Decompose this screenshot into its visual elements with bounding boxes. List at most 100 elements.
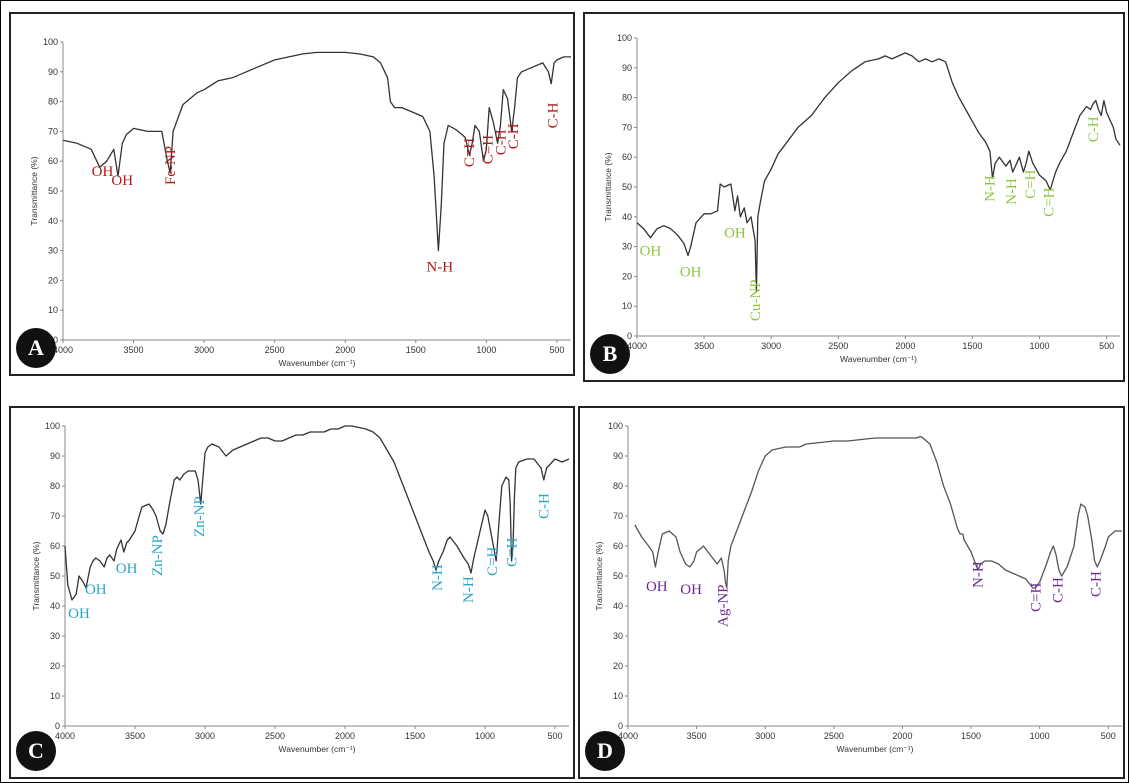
x-tick-label: 500 [1099, 341, 1114, 351]
y-tick-label: 20 [613, 661, 623, 671]
y-tick-label: 20 [622, 271, 632, 281]
x-tick-label: 2500 [824, 731, 844, 741]
peak-label: OH [85, 582, 107, 598]
y-tick-label: 90 [48, 67, 58, 77]
y-tick-label: 60 [622, 152, 632, 162]
y-tick-label: 60 [613, 541, 623, 551]
peak-label: C=H [1028, 583, 1044, 612]
x-tick-label: 500 [547, 731, 562, 741]
peak-label: C=H [485, 547, 501, 576]
y-tick-label: 90 [613, 451, 623, 461]
x-axis-label: Wavenumber (cm⁻¹) [279, 744, 356, 754]
panel-c-badge: C [16, 731, 56, 771]
peak-label: Zn-NP [150, 535, 166, 576]
peak-label: C=H [1042, 187, 1058, 216]
ftir-chart-b: 0 10 20 30 40 50 60 70 80 90 100 4000 3500 3000 2500 20… [603, 33, 1121, 364]
y-tick-label: 50 [622, 182, 632, 192]
ftir-chart-a: 0 10 20 30 40 50 60 70 80 90 100 4000 3500 3000 2500 20… [29, 37, 571, 368]
y-tick-label: 90 [50, 451, 60, 461]
panel-d-badge: D [585, 731, 625, 771]
peak-label: Zn-NP [192, 496, 208, 537]
peak-label: OH [111, 173, 133, 189]
y-tick-label: 50 [613, 571, 623, 581]
x-tick-label: 4000 [618, 731, 638, 741]
y-tick-label: 30 [48, 246, 58, 256]
x-tick-label: 2500 [265, 731, 285, 741]
x-tick-label: 3500 [687, 731, 707, 741]
panel-d: 0 10 20 30 40 50 60 70 80 90 100 4000 3500 3000 2500 20… [578, 406, 1125, 779]
x-tick-label: 3000 [195, 731, 215, 741]
y-axis-label: Transmittance (%) [594, 541, 604, 610]
x-tick-label: 1000 [1030, 731, 1050, 741]
y-tick-label: 40 [622, 212, 632, 222]
peak-label: OH [68, 606, 90, 622]
x-tick-label: 1500 [962, 341, 982, 351]
peak-label: C-H [546, 102, 562, 128]
y-tick-label: 20 [50, 661, 60, 671]
y-tick-label: 100 [45, 421, 60, 431]
y-tick-label: 10 [50, 691, 60, 701]
peak-label: OH [680, 582, 702, 598]
y-tick-label: 0 [627, 331, 632, 341]
ftir-chart-d: 0 10 20 30 40 50 60 70 80 90 100 4000 3500 3000 2500 20… [594, 421, 1122, 754]
x-tick-label: 3500 [694, 341, 714, 351]
y-tick-label: 10 [48, 305, 58, 315]
y-tick-label: 90 [622, 63, 632, 73]
y-tick-label: 0 [53, 335, 58, 345]
peak-label: C=H [481, 135, 497, 164]
y-tick-label: 100 [43, 37, 58, 47]
x-tick-label: 1500 [405, 731, 425, 741]
peak-label: C-H [493, 129, 509, 155]
peak-label: OH [680, 264, 702, 280]
peak-label: C-H [1086, 116, 1102, 142]
y-tick-label: 50 [50, 571, 60, 581]
y-tick-label: 80 [50, 481, 60, 491]
spectrum-line [64, 425, 570, 601]
y-tick-label: 70 [622, 122, 632, 132]
x-tick-label: 1000 [476, 345, 496, 355]
x-tick-label: 3500 [125, 731, 145, 741]
peak-label: OH [724, 226, 746, 242]
x-tick-label: 500 [1101, 731, 1116, 741]
y-tick-label: 10 [622, 301, 632, 311]
panel-c: 0 10 20 30 40 50 60 70 80 90 100 4000 3500 3000 2500 20… [9, 406, 575, 779]
x-tick-label: 3000 [755, 731, 775, 741]
x-axis-label: Wavenumber (cm⁻¹) [840, 354, 917, 364]
peak-label: Cu-NP [748, 279, 764, 321]
y-tick-label: 60 [48, 156, 58, 166]
y-tick-label: 20 [48, 275, 58, 285]
y-tick-label: 0 [55, 721, 60, 731]
spectrum-line [634, 435, 1122, 589]
y-tick-label: 70 [48, 126, 58, 136]
x-tick-label: 500 [549, 345, 564, 355]
panel-a: 0 10 20 30 40 50 60 70 80 90 100 4000 3500 3000 2500 20… [9, 12, 575, 376]
x-tick-label: 2000 [335, 731, 355, 741]
peak-label: C=H [1023, 169, 1039, 198]
spectrum-line [62, 51, 571, 252]
peak-label: N-H [971, 561, 987, 588]
y-tick-label: 100 [608, 421, 623, 431]
panel-b: 0 10 20 30 40 50 60 70 80 90 100 4000 3500 3000 2500 20… [583, 12, 1125, 382]
peak-label: C-H [1089, 571, 1105, 597]
peak-label: OH [640, 244, 662, 260]
y-tick-label: 10 [613, 691, 623, 701]
peak-label: C-H [506, 123, 522, 149]
y-tick-label: 80 [48, 97, 58, 107]
peak-label: C=H [462, 138, 478, 167]
peak-label: C-H [1050, 577, 1066, 603]
x-tick-label: 1500 [406, 345, 426, 355]
x-tick-label: 3000 [761, 341, 781, 351]
y-tick-label: 70 [613, 511, 623, 521]
spectrum-line [636, 52, 1121, 292]
peak-label: N-H [430, 564, 446, 591]
peak-label: OH [116, 561, 138, 577]
x-tick-label: 4000 [627, 341, 647, 351]
x-tick-label: 2000 [895, 341, 915, 351]
peak-label: OH [92, 164, 114, 180]
y-tick-label: 60 [50, 541, 60, 551]
x-tick-label: 1000 [1029, 341, 1049, 351]
panel-a-badge: A [16, 328, 56, 368]
y-tick-label: 100 [617, 33, 632, 43]
y-axis-label: Transmittance (%) [31, 541, 41, 610]
y-tick-label: 30 [50, 631, 60, 641]
